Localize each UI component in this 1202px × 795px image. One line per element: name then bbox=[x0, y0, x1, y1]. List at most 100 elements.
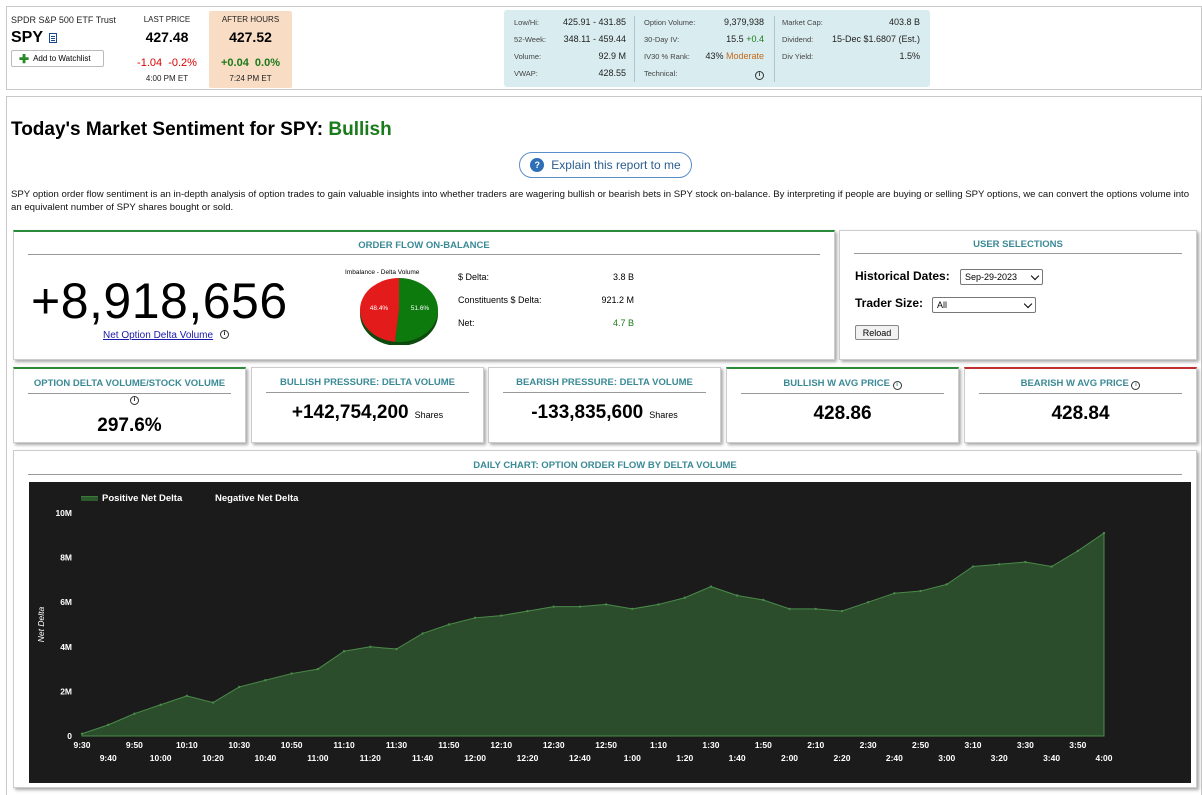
delta-stock-volume-card: OPTION DELTA VOLUME/STOCK VOLUME i 297.6… bbox=[13, 367, 246, 443]
x-tick-label: 2:00 bbox=[781, 753, 798, 763]
data-point bbox=[552, 605, 555, 608]
net-option-delta-link[interactable]: Net Option Delta Volume bbox=[103, 330, 214, 341]
explain-report-label: Explain this report to me bbox=[551, 158, 681, 172]
dollar-delta-value: 3.8 B bbox=[612, 272, 634, 282]
add-to-watchlist-button[interactable]: ✚ Add to Watchlist bbox=[11, 50, 104, 67]
info-icon[interactable]: i bbox=[130, 396, 139, 405]
stats-divider bbox=[634, 16, 635, 82]
after-hours-change: +0.04 0.0% bbox=[209, 57, 292, 69]
y-axis-label: Net Delta bbox=[36, 607, 46, 643]
vwap-label: VWAP: bbox=[514, 69, 538, 78]
x-tick-label: 1:30 bbox=[702, 740, 719, 750]
data-point bbox=[919, 589, 922, 593]
pie-title: Imbalance - Delta Volume bbox=[345, 269, 420, 276]
bullish-pressure-title: BULLISH PRESSURE: DELTA VOLUME bbox=[279, 377, 456, 388]
x-tick-label: 11:50 bbox=[438, 740, 460, 750]
reload-button[interactable]: Reload bbox=[855, 325, 899, 340]
data-point bbox=[735, 594, 739, 597]
y-tick-label: 10M bbox=[55, 508, 72, 518]
after-hours-label: AFTER HOURS bbox=[221, 15, 280, 24]
x-tick-label: 11:40 bbox=[412, 753, 434, 763]
explain-report-button[interactable]: ? Explain this report to me bbox=[519, 152, 692, 178]
y-tick-label: 4M bbox=[60, 642, 72, 652]
info-icon[interactable]: i bbox=[1131, 381, 1141, 390]
week52-value: 348.11 - 459.44 bbox=[563, 34, 626, 44]
imbalance-pie-chart: 48.4% 51.6% bbox=[360, 278, 438, 345]
last-price-time: 4:00 PM ET bbox=[145, 74, 189, 83]
divider bbox=[266, 392, 469, 393]
bullish-avg-price-title-text: BULLISH W AVG PRICE bbox=[783, 378, 890, 389]
data-point bbox=[107, 723, 110, 727]
iv-rank-label: IV30 % Rank: bbox=[644, 52, 690, 61]
data-point bbox=[133, 712, 136, 715]
x-tick-label: 12:50 bbox=[595, 740, 617, 750]
data-point bbox=[814, 607, 817, 611]
data-point bbox=[866, 601, 870, 604]
bullish-pressure-card: BULLISH PRESSURE: DELTA VOLUME +142,754,… bbox=[251, 367, 484, 443]
ticker-symbol: SPY bbox=[11, 29, 44, 46]
vwap-value: 428.55 bbox=[598, 68, 626, 78]
divider bbox=[979, 393, 1182, 394]
data-point bbox=[657, 603, 660, 606]
question-icon: ? bbox=[530, 158, 545, 172]
x-tick-label: 12:40 bbox=[569, 753, 591, 763]
iv-rank-value: 43% bbox=[705, 51, 724, 61]
last-change-value: -1.04 bbox=[137, 57, 163, 69]
info-icon[interactable]: i bbox=[892, 381, 902, 390]
data-point bbox=[290, 672, 293, 675]
daily-chart-card: DAILY CHART: OPTION ORDER FLOW BY DELTA … bbox=[13, 450, 1197, 788]
historical-dates-select[interactable]: Sep-29-2023 bbox=[960, 269, 1043, 285]
user-selections-title: USER SELECTIONS bbox=[973, 239, 1063, 250]
bullish-avg-price-card: BULLISH W AVG PRICE i 428.86 bbox=[726, 367, 959, 443]
y-tick-label: 0 bbox=[67, 731, 72, 741]
net-delta-info-icon[interactable]: i bbox=[220, 330, 229, 339]
user-selections-card: USER SELECTIONS Historical Dates: Sep-29… bbox=[839, 230, 1197, 360]
bearish-avg-price-value: 428.84 bbox=[1051, 403, 1110, 424]
after-hours-price: 427.52 bbox=[229, 29, 272, 45]
bullish-pressure-group: +142,754,200 Shares bbox=[252, 402, 483, 424]
last-price-label: LAST PRICE bbox=[143, 15, 191, 24]
report-description: SPY option order flow sentiment is an in… bbox=[11, 189, 1190, 213]
x-tick-label: 3:00 bbox=[938, 753, 955, 763]
data-point bbox=[238, 685, 241, 689]
data-point bbox=[840, 609, 844, 613]
dollar-delta-label: $ Delta: bbox=[458, 272, 490, 282]
x-tick-label: 3:20 bbox=[991, 753, 1008, 763]
x-tick-label: 11:10 bbox=[333, 740, 355, 750]
bullish-avg-price-title: BULLISH W AVG PRICE i bbox=[727, 378, 958, 390]
x-tick-label: 3:10 bbox=[964, 740, 981, 750]
document-icon[interactable] bbox=[49, 33, 57, 43]
positive-net-delta-area bbox=[81, 532, 1105, 737]
trader-size-select[interactable]: All bbox=[932, 297, 1036, 313]
y-tick-label: 2M bbox=[60, 686, 72, 696]
bearish-pressure-group: -133,835,600 Shares bbox=[489, 402, 720, 424]
divider bbox=[741, 393, 944, 394]
historical-dates-value: Sep-29-2023 bbox=[965, 272, 1018, 282]
bullish-avg-price-value: 428.86 bbox=[813, 403, 872, 424]
after-change-value: +0.04 bbox=[221, 57, 249, 69]
chart-area[interactable]: 0 2M 4M 6M 8M 10M Net Delta 9:30 9:50 10:10 10:30 1… bbox=[29, 482, 1191, 783]
after-hours-box: AFTER HOURS 427.52 +0.04 0.0% 7:24 PM ET bbox=[209, 11, 292, 88]
x-tick-label: 1:00 bbox=[624, 753, 641, 763]
market-cap-label: Market Cap: bbox=[782, 18, 823, 27]
data-point bbox=[1050, 565, 1053, 568]
y-tick-label: 8M bbox=[60, 553, 72, 563]
data-point bbox=[788, 607, 791, 611]
divider bbox=[854, 253, 1182, 254]
x-tick-label: 3:40 bbox=[1043, 753, 1060, 763]
x-tick-label: 10:00 bbox=[150, 753, 172, 763]
technical-info-icon[interactable]: i bbox=[755, 71, 764, 80]
x-tick-label: 9:50 bbox=[126, 740, 143, 750]
low-high-value: 425.91 - 431.85 bbox=[562, 17, 626, 27]
order-flow-area-chart[interactable]: 0 2M 4M 6M 8M 10M Net Delta 9:30 9:50 10:10 10:30 1… bbox=[29, 482, 1191, 783]
stats-divider bbox=[774, 16, 775, 82]
legend-positive[interactable]: Positive Net Delta bbox=[81, 493, 182, 504]
data-point bbox=[1024, 560, 1027, 564]
div-yield-label: Div Yield: bbox=[782, 52, 814, 61]
legend-negative[interactable]: Negative Net Delta bbox=[215, 493, 298, 504]
data-point bbox=[971, 565, 975, 568]
data-point bbox=[997, 563, 1001, 566]
data-point bbox=[185, 694, 189, 698]
iv30-change: +0.4 bbox=[746, 34, 764, 44]
data-point bbox=[1076, 549, 1079, 553]
